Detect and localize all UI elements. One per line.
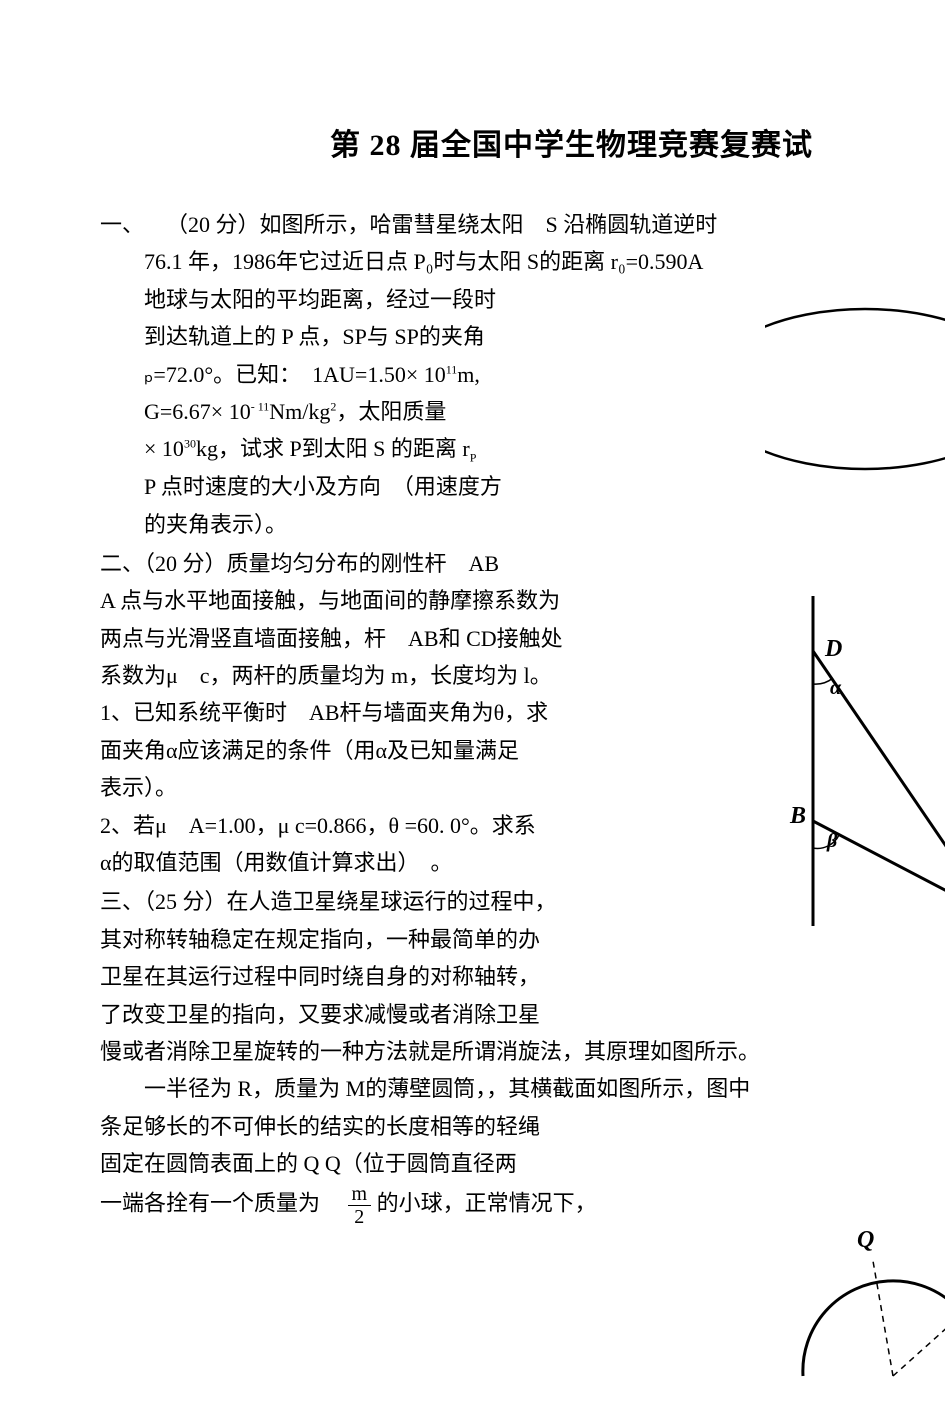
q1-l9t: 的夹角表示）。: [144, 512, 287, 537]
figure-rods: D α B β C: [785, 596, 945, 926]
q1-l6b: Nm/kg: [269, 399, 330, 424]
label-B: B: [790, 796, 806, 837]
frac-num: m: [348, 1183, 372, 1206]
q1-l7sup: 30: [184, 437, 196, 451]
fraction-m-over-2: m 2: [348, 1183, 372, 1228]
content-body: 一、 （20 分）如图所示，哈雷彗星绕太阳 S 沿椭圆轨道逆时 76.1 年，1…: [100, 206, 945, 1228]
q1-l6c: ，太阳质量: [336, 399, 446, 424]
q3-line6: 一半径为 R，质量为 M的薄壁圆筒，，其横截面如图所示，图中: [100, 1070, 945, 1107]
ellipse-svg: [765, 274, 945, 484]
q2-line1: 二、（20 分）质量均匀分布的刚性杆 AB: [100, 545, 945, 582]
q3-line5: 慢或者消除卫星旋转的一种方法就是所谓消旋法，其原理如图所示。: [100, 1033, 945, 1070]
q1-l5sup: 11: [446, 362, 458, 376]
q3-line4: 了改变卫星的指向，又要求减慢或者消除卫星: [100, 996, 945, 1033]
frac-den: 2: [350, 1206, 368, 1228]
q1-line9: 的夹角表示）。: [100, 506, 945, 543]
q3-l9b: 的小球，正常情况下，: [377, 1190, 597, 1215]
label-Q: Q: [857, 1220, 874, 1261]
page-title: 第 28 届全国中学生物理竞赛复赛试: [330, 120, 945, 171]
q1-line4-text: 到达轨道上的 P 点，SP与 SP的夹角: [144, 324, 485, 349]
label-beta: β: [827, 824, 837, 858]
q1-l7b: kg，试求 P到太阳 S 的距离 r: [196, 436, 470, 461]
q1-l8t: P 点时速度的大小及方向 （用速度方: [144, 474, 502, 499]
rods-svg: [785, 596, 945, 926]
q3-l9a: 一端各拴有一个质量为: [100, 1190, 342, 1215]
q1-l5b: m,: [457, 362, 480, 387]
q1-l7a: × 10: [144, 436, 184, 461]
q1-line3-text: 地球与太阳的平均距离，经过一段时: [144, 287, 496, 312]
label-D: D: [825, 629, 842, 670]
q3-line8: 固定在圆筒表面上的 Q Q（位于圆筒直径两: [100, 1145, 945, 1182]
q1-l5a: ₚ=72.0°。已知： 1AU=1.50× 10: [144, 362, 446, 387]
q3-line2: 其对称转轴稳定在规定指向，一种最简单的办: [100, 921, 945, 958]
q1-l7sub: P: [470, 451, 477, 465]
q3-line3: 卫星在其运行过程中同时绕自身的对称轴转，: [100, 958, 945, 995]
q1-line2-text: 76.1 年，1986年它过近日点 P₀时与太阳 S的距离 r₀=0.590A: [144, 249, 703, 274]
figure-cylinder: Q P₀: [785, 1206, 945, 1396]
figure-ellipse-orbit: S: [765, 274, 945, 484]
q1-l6s1: - 11: [251, 400, 270, 414]
q3-line7: 条足够长的不可伸长的结实的长度相等的轻绳: [100, 1108, 945, 1145]
q1-line1: 一、 （20 分）如图所示，哈雷彗星绕太阳 S 沿椭圆轨道逆时: [100, 206, 945, 243]
label-alpha: α: [830, 671, 841, 705]
q1-l6a: G=6.67× 10: [144, 399, 251, 424]
